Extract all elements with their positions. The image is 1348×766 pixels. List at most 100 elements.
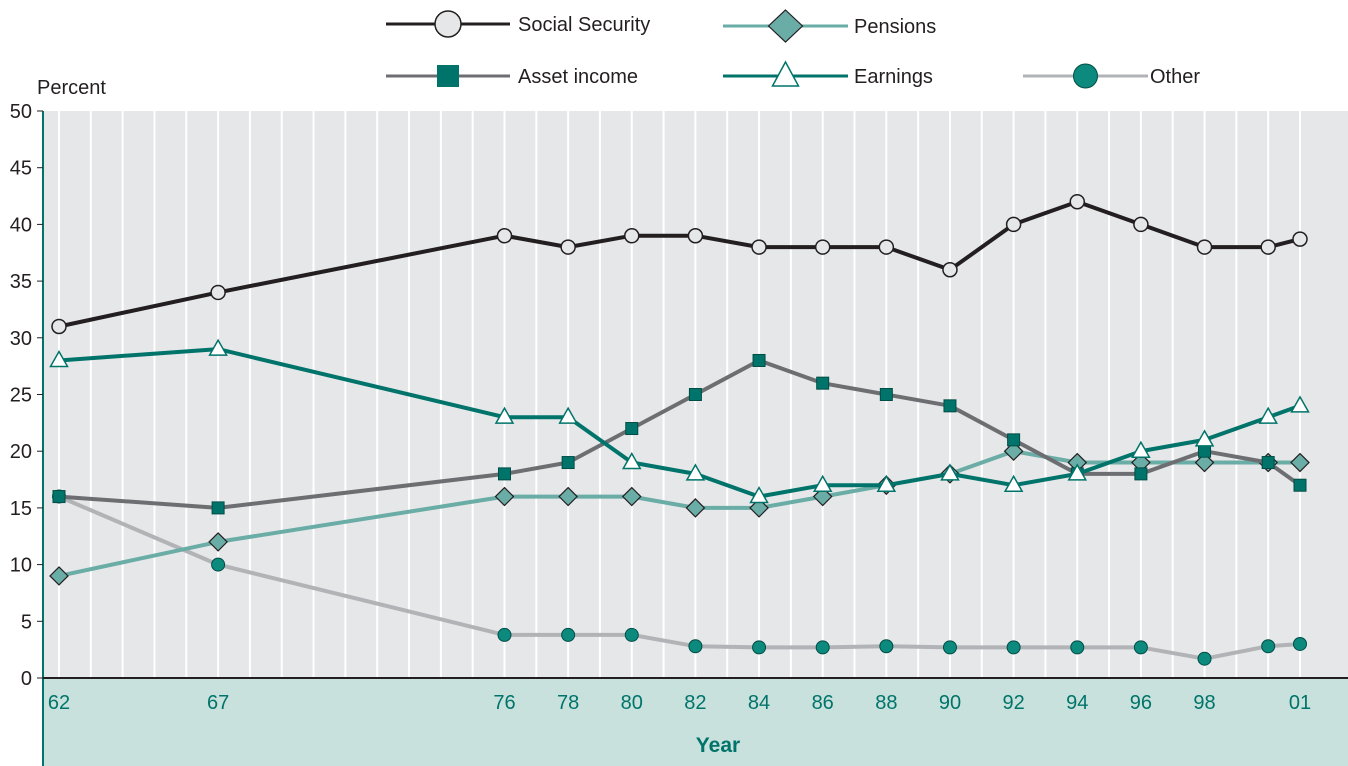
x-tick-label: 80	[621, 692, 643, 714]
data-point-social-security	[687, 227, 704, 244]
legend-marker-asset-income	[437, 65, 459, 87]
x-axis-label: Year	[696, 734, 740, 757]
y-tick-label: 20	[10, 441, 32, 463]
data-point-other	[879, 639, 894, 654]
data-point-earnings	[685, 463, 706, 481]
data-point-earnings	[1003, 474, 1024, 492]
x-tick-label: 76	[493, 692, 515, 714]
series-line-other	[58, 494, 1301, 661]
data-point-other	[1261, 639, 1276, 654]
y-tick-label: 35	[10, 271, 32, 293]
legend-label-social-security: Social Security	[518, 14, 650, 36]
y-tick-label: 25	[10, 385, 32, 407]
x-tick-label: 84	[748, 692, 770, 714]
data-point-asset-income	[816, 376, 830, 390]
data-point-pensions	[208, 532, 228, 552]
data-point-asset-income	[1293, 478, 1307, 492]
data-point-other	[815, 640, 830, 655]
data-point-asset-income	[561, 456, 575, 470]
y-tick-label: 15	[10, 498, 32, 520]
x-tick-label: 88	[875, 692, 897, 714]
series-other	[52, 489, 1307, 666]
data-point-earnings	[49, 349, 69, 368]
data-point-earnings	[558, 406, 578, 424]
data-point-pensions	[621, 486, 642, 507]
data-point-asset-income	[752, 353, 766, 367]
series-earnings	[49, 338, 1310, 504]
data-point-other	[624, 627, 639, 642]
data-point-asset-income	[1007, 433, 1021, 447]
series-line-earnings	[58, 347, 1301, 499]
data-point-other	[752, 640, 767, 655]
y-tick-label: 50	[10, 101, 32, 123]
data-point-asset-income	[1261, 456, 1275, 470]
series-group	[49, 193, 1310, 666]
x-tick-label: 96	[1130, 692, 1152, 714]
legend-marker-earnings	[771, 60, 800, 87]
data-point-other	[497, 627, 512, 642]
x-tick-label: 94	[1066, 692, 1088, 714]
data-point-other	[1006, 640, 1021, 655]
data-point-earnings	[621, 452, 642, 470]
legend-item-pensions: Pensions	[723, 9, 936, 43]
data-point-social-security	[210, 284, 226, 301]
data-point-other	[942, 640, 957, 655]
legend: Social Security Pensions Asset income Earni…	[386, 9, 1200, 89]
data-point-social-security	[1069, 193, 1086, 210]
data-point-asset-income	[211, 501, 225, 515]
data-point-other	[1293, 636, 1307, 651]
y-axis-label: Percent	[37, 77, 106, 99]
legend-label-pensions: Pensions	[854, 16, 936, 38]
data-point-pensions	[812, 486, 833, 507]
legend-marker-social-security	[434, 10, 462, 38]
data-point-pensions	[749, 498, 769, 518]
legend-marker-pensions	[767, 9, 804, 43]
x-ticks: 62 67 76 78 80 82 84 86 88 90 92 94 96 98 01	[48, 692, 1311, 714]
y-ticks: 0 5 10 15 20 25 30 35 40 45 50	[10, 101, 43, 690]
data-point-pensions	[494, 486, 515, 507]
data-point-earnings	[1067, 463, 1088, 481]
x-tick-label: 86	[812, 692, 834, 714]
data-point-asset-income	[1134, 467, 1148, 481]
data-point-asset-income	[1198, 444, 1212, 458]
data-point-earnings	[749, 486, 769, 504]
data-point-social-security	[51, 318, 67, 335]
data-point-earnings	[876, 474, 897, 492]
x-axis-band	[43, 678, 1348, 766]
y-tick-label: 40	[10, 214, 32, 236]
data-point-earnings	[1258, 406, 1278, 424]
x-tick-label: 90	[939, 692, 961, 714]
data-point-other	[688, 639, 703, 654]
legend-label-other: Other	[1150, 66, 1200, 88]
data-point-social-security	[1005, 216, 1022, 233]
gridlines	[58, 111, 1301, 678]
data-point-asset-income	[943, 399, 957, 413]
data-point-asset-income	[497, 467, 511, 481]
data-point-pensions	[49, 566, 69, 586]
data-point-social-security	[1196, 239, 1213, 255]
data-point-earnings	[494, 406, 515, 424]
legend-item-social-security: Social Security	[386, 10, 650, 38]
data-point-earnings	[1290, 395, 1310, 413]
data-point-other	[1070, 640, 1085, 655]
data-point-social-security	[1292, 231, 1308, 247]
data-point-social-security	[814, 239, 831, 255]
data-point-other	[1197, 651, 1212, 666]
data-point-earnings	[208, 338, 228, 356]
y-tick-label: 5	[21, 611, 32, 633]
data-point-social-security	[1260, 239, 1276, 255]
data-point-social-security	[751, 239, 767, 255]
legend-label-earnings: Earnings	[854, 66, 933, 88]
data-point-social-security	[496, 227, 513, 244]
data-point-social-security	[942, 262, 958, 278]
data-point-earnings	[1194, 429, 1215, 447]
data-point-asset-income	[625, 422, 639, 436]
x-tick-label: 62	[48, 692, 70, 714]
data-point-social-security	[624, 227, 640, 244]
data-point-pensions	[1003, 441, 1024, 462]
y-tick-label: 0	[21, 668, 32, 690]
x-tick-label: 78	[557, 692, 579, 714]
data-point-earnings	[812, 474, 833, 492]
data-point-asset-income	[879, 388, 893, 401]
